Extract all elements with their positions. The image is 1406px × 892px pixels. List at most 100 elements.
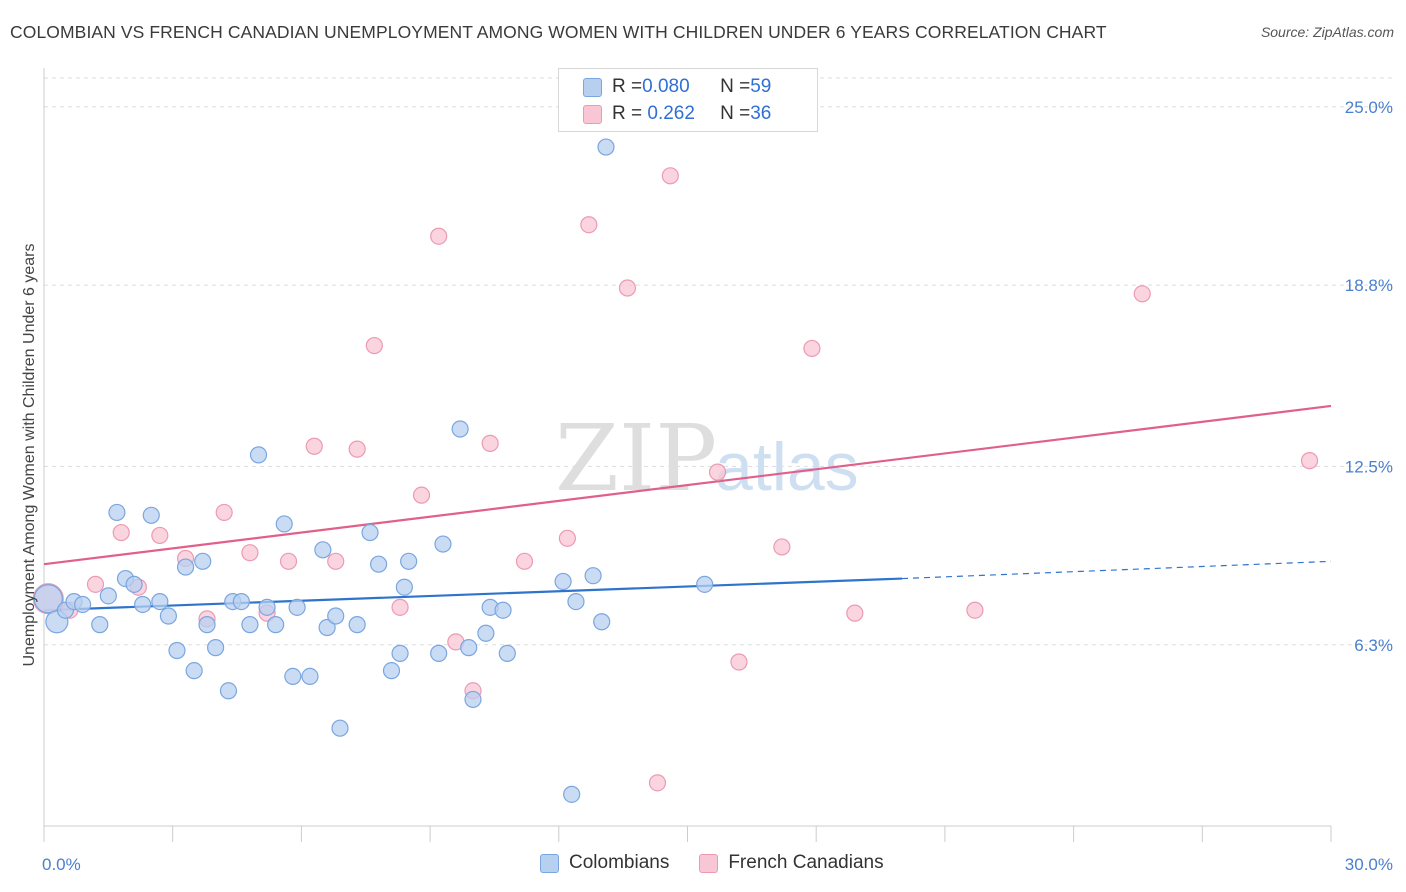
colombians-point (185, 662, 203, 680)
legend-n-label: N = (720, 76, 751, 97)
x-tick-label: 0.0% (42, 855, 81, 874)
watermark-zip: ZIP (555, 405, 717, 512)
french-canadians-point (1133, 285, 1151, 303)
series-legend: Colombians French Canadians (540, 852, 914, 874)
legend-row-colombians: R = 0.080 N = 59 (583, 74, 771, 100)
colombians-swatch (583, 77, 602, 97)
colombians-point (284, 667, 302, 686)
legend-n-label: N = (720, 103, 751, 124)
colombians-point (159, 607, 178, 625)
legend-row-french-canadians: R = 0.262 N = 36 (583, 101, 771, 127)
colombians-point (584, 567, 602, 585)
colombians-point (696, 575, 714, 593)
french-canadians-point (279, 552, 298, 570)
legend-r-label: R = (612, 76, 643, 97)
french-canadians-point (558, 529, 576, 547)
french-canadians-point (112, 523, 130, 542)
french-canadians-point (241, 544, 259, 562)
colombians-trend-extension (901, 560, 1332, 580)
colombians-point (382, 662, 401, 680)
colombians-point (494, 601, 512, 619)
colombians-point (451, 420, 469, 438)
french-canadians-point (151, 526, 169, 545)
colombians-point (464, 690, 482, 709)
colombians-point (207, 639, 225, 657)
colombians-point (198, 616, 216, 634)
colombians-point (593, 613, 611, 631)
french-canadians-point (730, 653, 748, 671)
colombians-point (125, 575, 143, 593)
colombians-point (168, 641, 186, 660)
legend-r-value: 0.262 (642, 103, 695, 124)
colombians-point (151, 592, 169, 611)
colombians-point (99, 587, 117, 605)
y-tick-label: 12.5% (1345, 457, 1393, 476)
colombians-point (400, 552, 418, 570)
colombians-point (361, 523, 379, 542)
french-canadians-point (391, 598, 409, 616)
french-canadians-point (348, 440, 366, 458)
french-canadians-point (708, 463, 727, 481)
french-canadians-point (412, 486, 431, 504)
french-canadians-point (305, 437, 323, 455)
colombians-point (33, 584, 63, 614)
source-label: Source: ZipAtlas.com (1260, 24, 1394, 40)
axes (43, 68, 1332, 842)
colombians-point (327, 607, 345, 625)
colombians-point (258, 598, 276, 616)
colombians-point (563, 785, 581, 803)
legend-r-value: 0.080 (642, 76, 690, 97)
x-tick-labels: 0.0% 30.0% (42, 855, 1393, 874)
legend-label-french-canadians: French Canadians (728, 852, 884, 873)
colombians-point (91, 616, 109, 634)
y-tick-label: 6.3% (1354, 636, 1393, 655)
colombians-point (434, 535, 452, 553)
legend-label-colombians: Colombians (569, 852, 670, 873)
french-canadians-point (966, 601, 984, 619)
french-canadians-point (1300, 452, 1319, 470)
colombians-point (391, 644, 409, 662)
colombians-point (331, 719, 349, 737)
y-tick-label: 25.0% (1345, 98, 1393, 117)
colombians-point (275, 515, 293, 533)
chart-title: COLOMBIAN VS FRENCH CANADIAN UNEMPLOYMEN… (10, 22, 1107, 42)
colombians-trend-line (43, 577, 903, 612)
scatter-points (32, 138, 1319, 803)
colombians-point (370, 555, 388, 573)
colombians-point (597, 138, 615, 156)
french-canadians-point (846, 604, 864, 622)
french-canadians-point (365, 336, 383, 355)
x-tick-label: 30.0% (1345, 855, 1393, 874)
legend-item-french-canadians[interactable]: French Canadians (699, 852, 884, 874)
colombians-point (318, 618, 336, 637)
french-canadians-point (803, 339, 821, 358)
colombians-point (554, 572, 572, 591)
french-canadians-point (430, 227, 448, 245)
legend-item-colombians[interactable]: Colombians (540, 852, 669, 874)
colombians-point (108, 503, 126, 522)
y-tick-labels: 6.3% 12.5% 18.8% 25.0% (1345, 98, 1393, 655)
colombians-point (430, 644, 448, 662)
french-canadians-trend-line (43, 404, 1332, 566)
colombians-point (134, 595, 152, 614)
colombians-point (301, 667, 319, 686)
french-canadians-swatch (699, 853, 719, 873)
colombians-point (348, 616, 366, 634)
french-canadians-point (86, 575, 105, 593)
legend-r-label: R = (612, 103, 643, 124)
colombians-point (477, 624, 495, 642)
french-canadians-point (215, 503, 233, 522)
colombians-point (288, 598, 306, 616)
colombians-point (314, 541, 332, 559)
french-canadians-point (773, 538, 791, 556)
colombians-point (232, 592, 250, 611)
colombians-point (142, 506, 160, 524)
colombians-point (267, 616, 285, 634)
french-canadians-point (481, 434, 499, 452)
french-canadians-point (327, 552, 345, 570)
french-canadians-point (648, 774, 667, 792)
french-canadians-swatch (583, 104, 602, 124)
colombians-point (395, 578, 413, 596)
trend-lines (43, 404, 1332, 612)
